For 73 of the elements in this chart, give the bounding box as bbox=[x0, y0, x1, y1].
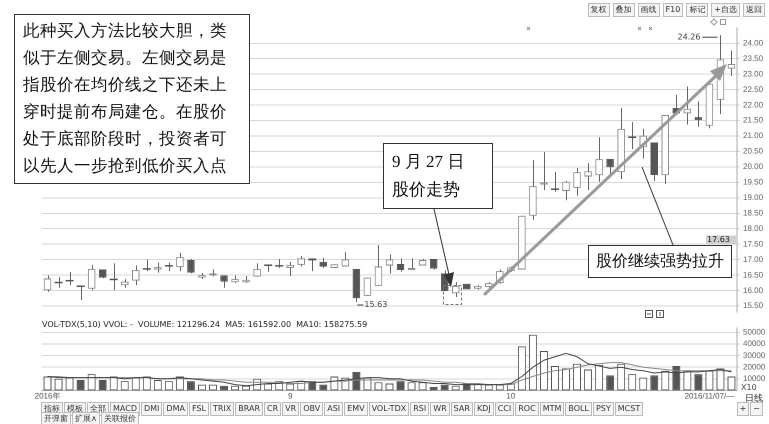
annotation: 24.26 bbox=[678, 32, 700, 42]
annotation: 9 月 27 日 bbox=[392, 151, 466, 173]
x-tick-label: 2016年 bbox=[34, 391, 60, 400]
text: 叠加 bbox=[612, 3, 635, 17]
text: + bbox=[736, 402, 750, 416]
y-tick-label: 20.50 bbox=[743, 146, 764, 156]
y-tick-label: 21.50 bbox=[743, 116, 764, 125]
text: MCST bbox=[614, 402, 644, 416]
text: 扩展∧ bbox=[72, 412, 100, 424]
text: OBV bbox=[300, 402, 324, 416]
y-tick-label: 30000 bbox=[743, 350, 766, 360]
text: BRAR bbox=[235, 402, 264, 416]
annotation: VOL-TDX(5,10) VVOL: - VOLUME: 121296.24 MA5: 161592.00 MA10: 158275.59 bbox=[42, 320, 368, 329]
x-tick-label: 9 bbox=[288, 391, 293, 400]
text: − bbox=[750, 402, 763, 416]
text: 指标 bbox=[41, 402, 63, 416]
annotation: 15.63 bbox=[364, 300, 388, 310]
text: ASI bbox=[324, 402, 344, 416]
y-tick-label: 18.50 bbox=[743, 208, 764, 218]
text: FSL bbox=[188, 402, 209, 416]
y-tick-label: 10000 bbox=[743, 374, 766, 384]
y-tick-label: 23.00 bbox=[743, 69, 764, 78]
text: DMA bbox=[163, 402, 188, 416]
y-tick-label: 16.00 bbox=[743, 286, 764, 295]
y-tick-label: 24.00 bbox=[743, 38, 764, 48]
text: F10 bbox=[662, 3, 684, 17]
y-tick-label: 20.00 bbox=[743, 162, 764, 172]
y-tick-label: 17.00 bbox=[743, 254, 764, 264]
y-tick-label: 15.50 bbox=[743, 301, 764, 310]
y-tick-label: 23.50 bbox=[743, 54, 764, 63]
y-tick-label: 22.00 bbox=[743, 100, 764, 110]
text: 开弹窗 bbox=[41, 412, 71, 424]
text: X10 bbox=[741, 383, 757, 392]
text: +自选 bbox=[711, 3, 740, 17]
text: CR bbox=[264, 402, 282, 416]
annotation: 此种买入方法比较大胆，类似于左侧交易。左侧交易是指股价在均价线之下还未上穿时提前布局建仓。在股价处于底部阶段时，投资者可以先人一步抢到低价买入点 bbox=[14, 14, 250, 184]
y-tick-label: 50000 bbox=[743, 328, 766, 337]
text: WR bbox=[430, 402, 450, 416]
text: 模板 bbox=[64, 402, 86, 416]
text: KDJ bbox=[474, 402, 494, 416]
y-tick-label: 40000 bbox=[743, 339, 766, 348]
y-tick-label: 19.50 bbox=[743, 178, 764, 187]
y-tick-label: 19.00 bbox=[743, 193, 764, 202]
text: DMI bbox=[140, 402, 162, 416]
text: 标记 bbox=[686, 3, 708, 17]
x-tick-label: 10 bbox=[506, 391, 516, 400]
annotation: 17.63 bbox=[707, 235, 730, 244]
y-tick-label: 16.50 bbox=[743, 270, 764, 280]
text: 画线 bbox=[638, 3, 660, 17]
text: 关联报价 bbox=[100, 412, 139, 424]
text: ROC bbox=[515, 402, 539, 416]
text: 全部 bbox=[87, 402, 109, 416]
x-tick-label: 2016/11/07/— bbox=[684, 391, 734, 400]
text: PSY bbox=[592, 402, 614, 416]
text: MACD bbox=[110, 402, 140, 416]
y-tick-label: 21.00 bbox=[743, 131, 764, 140]
text: BOLL bbox=[565, 402, 592, 416]
text: VR bbox=[282, 402, 300, 416]
text: 复权 bbox=[588, 3, 610, 17]
y-tick-label: 17.50 bbox=[743, 239, 764, 248]
text: TRIX bbox=[210, 402, 234, 416]
y-tick-label: 20000 bbox=[743, 362, 766, 372]
text: 返回 bbox=[743, 3, 765, 17]
annotation: 股价走势 bbox=[392, 179, 461, 201]
y-tick-label: 18.00 bbox=[743, 224, 764, 233]
text: RSI bbox=[410, 402, 430, 416]
annotation: 股价继续强势拉升 bbox=[588, 245, 732, 278]
text: SAR bbox=[450, 402, 473, 416]
text: EMV bbox=[344, 402, 368, 416]
text: CCI bbox=[494, 402, 514, 416]
y-tick-label: 22.50 bbox=[743, 84, 764, 94]
text: VOL-TDX bbox=[368, 402, 410, 416]
text: MTM bbox=[540, 402, 564, 416]
